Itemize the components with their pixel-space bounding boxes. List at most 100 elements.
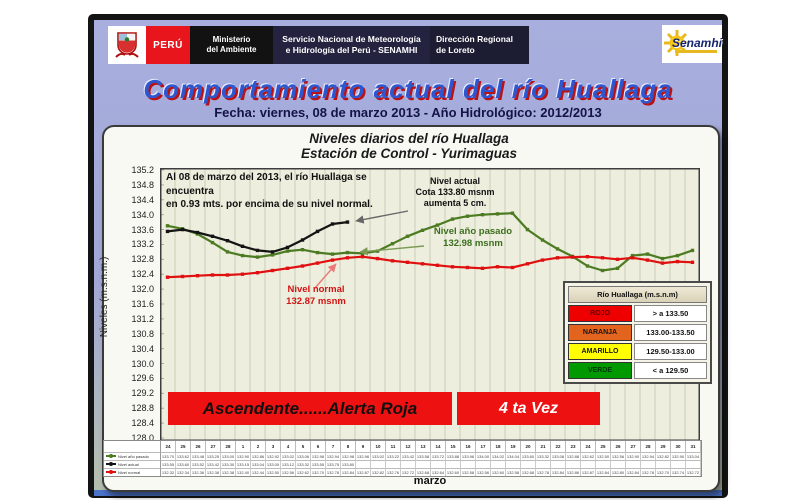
- value-cell: [491, 460, 506, 468]
- value-cell: 132.64: [431, 468, 446, 476]
- value-cell: [431, 460, 446, 468]
- legend-row: VERDE < a 129.50: [568, 362, 707, 379]
- day-header-cell: 17: [476, 441, 491, 452]
- y-axis-title: Niveles (m.s.n.m.): [99, 256, 110, 338]
- value-cell: 133.02: [281, 452, 296, 460]
- value-cell: 133.04: [686, 452, 701, 460]
- legend-range: 129.50-133.00: [634, 343, 707, 360]
- value-cell: 132.87: [581, 468, 596, 476]
- value-cell: 133.32: [536, 452, 551, 460]
- value-cell: 133.04: [251, 460, 266, 468]
- day-header-cell: 25: [176, 441, 191, 452]
- value-cell: [506, 460, 521, 468]
- senamhi-underbar: [675, 50, 717, 53]
- table-row: Nivel actual 133.55 133.60 133.52 133.42 133.…: [104, 460, 701, 468]
- table-row: Nivel normal 132.32 132.34 132.36 132.38 132.…: [104, 468, 701, 476]
- chart-subtitle: Estación de Control - Yurimaguas: [300, 146, 518, 161]
- value-cell: 134.02: [491, 452, 506, 460]
- day-header-cell: 25: [596, 441, 611, 452]
- value-cell: 132.44: [251, 468, 266, 476]
- value-cell: 132.34: [176, 468, 191, 476]
- value-cell: 133.06: [296, 452, 311, 460]
- value-cell: [566, 460, 581, 468]
- value-cell: 133.88: [446, 452, 461, 460]
- value-cell: 132.80: [611, 468, 626, 476]
- value-cell: [536, 460, 551, 468]
- value-cell: [371, 460, 386, 468]
- y-tick-label: 129.6: [131, 373, 154, 384]
- value-cell: 132.60: [491, 468, 506, 476]
- bottom-blue-strip: [94, 490, 722, 496]
- value-cell: [671, 460, 686, 468]
- value-cell: 133.30: [221, 460, 236, 468]
- y-tick-label: 131.6: [131, 299, 154, 309]
- day-header-cell: 8: [341, 441, 356, 452]
- value-cell: 133.55: [161, 460, 176, 468]
- value-cell: 134.04: [506, 452, 521, 460]
- value-cell: 132.87: [356, 468, 371, 476]
- ministerio-box: Ministerio del Ambiente: [190, 26, 273, 64]
- value-cell: 132.86: [251, 452, 266, 460]
- day-header-cell: 27: [626, 441, 641, 452]
- annotation-current-level: Nivel actual Cota 133.80 msnm aumenta 5 …: [396, 176, 514, 209]
- day-header-cell: 19: [506, 441, 521, 452]
- servicio-line2: e Hidrología del Perú - SENAMHI: [285, 45, 418, 55]
- value-cell: 132.82: [656, 452, 671, 460]
- value-cell: 132.72: [401, 468, 416, 476]
- alert-level-legend: Río Huallaga (m.s.n.m) ROJO > a 133.50 N…: [563, 281, 712, 384]
- day-header-cell: 20: [521, 441, 536, 452]
- value-cell: 133.42: [206, 460, 221, 468]
- value-cell: 132.78: [536, 468, 551, 476]
- day-header-cell: 27: [206, 441, 221, 452]
- value-cell: 132.36: [191, 468, 206, 476]
- peru-text: PERÚ: [153, 39, 183, 51]
- y-tick-label: 134.8: [131, 179, 154, 190]
- ministerio-line2: del Ambiente: [206, 45, 257, 54]
- value-cell: [416, 460, 431, 468]
- y-tick-label: 132.8: [131, 254, 154, 265]
- legend-row: AMARILLO 129.50-133.00: [568, 343, 707, 360]
- legend-color-swatch: ROJO: [568, 305, 632, 322]
- value-cell: 132.84: [626, 468, 641, 476]
- day-header-cell: 28: [221, 441, 236, 452]
- value-cell: [401, 460, 416, 468]
- ministerio-line1: Ministerio: [212, 35, 251, 44]
- day-header-cell: 6: [311, 441, 326, 452]
- value-cell: 132.70: [311, 468, 326, 476]
- value-cell: 132.94: [641, 452, 656, 460]
- value-cell: 132.92: [266, 452, 281, 460]
- day-header-cell: 18: [491, 441, 506, 452]
- day-header-cell: 16: [461, 441, 476, 452]
- value-cell: 132.62: [296, 468, 311, 476]
- peru-label: PERÚ: [146, 26, 190, 64]
- legend-color-swatch: VERDE: [568, 362, 632, 379]
- value-cell: 132.38: [206, 468, 221, 476]
- value-cell: 132.88: [566, 452, 581, 460]
- value-cell: 132.90: [236, 452, 251, 460]
- day-header-cell: 21: [536, 441, 551, 452]
- value-cell: 132.86: [566, 468, 581, 476]
- table-header-row: 24 25 26 27 28 1 2 3 4 5 6 7 8 9 10 11 12 13 14 15 16 17 18 19 2…: [104, 441, 701, 452]
- value-cell: 132.90: [626, 452, 641, 460]
- annotation-summary: Al 08 de marzo del 2013, el río Huallaga…: [166, 171, 416, 212]
- day-header-cell: 1: [236, 441, 251, 452]
- day-header-cell: 14: [431, 441, 446, 452]
- day-header-cell: 7: [326, 441, 341, 452]
- value-cell: 132.84: [341, 468, 356, 476]
- current-level-line2: Cota 133.80 msnm: [415, 187, 495, 197]
- value-cell: 132.58: [506, 468, 521, 476]
- value-cell: 132.84: [596, 468, 611, 476]
- value-cell: 134.00: [476, 452, 491, 460]
- x-axis-label: marzo: [413, 475, 447, 487]
- value-cell: [596, 460, 611, 468]
- day-header-cell: 26: [191, 441, 206, 452]
- y-tick-label: 132.4: [131, 269, 154, 280]
- value-cell: 133.96: [461, 452, 476, 460]
- value-cell: 132.56: [476, 468, 491, 476]
- day-header-cell: 15: [446, 441, 461, 452]
- coat-of-arms-icon: [115, 32, 139, 58]
- day-header-cell: 3: [266, 441, 281, 452]
- value-cell: 133.08: [551, 452, 566, 460]
- day-header-cell: 13: [416, 441, 431, 452]
- value-cell: 132.82: [371, 468, 386, 476]
